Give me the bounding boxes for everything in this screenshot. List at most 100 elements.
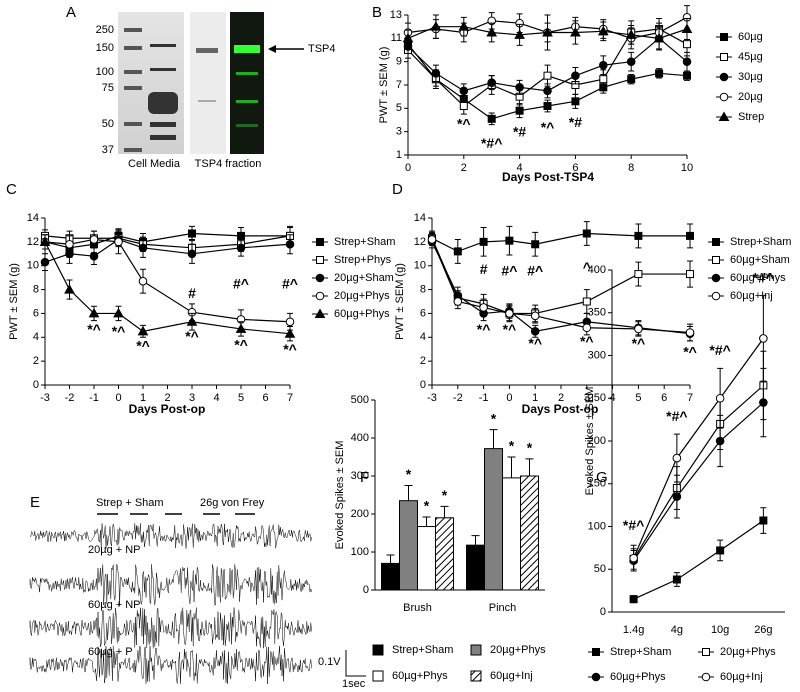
y-tick-label: 200 <box>588 435 606 447</box>
annotation: *#^ <box>481 135 502 151</box>
legend-label: 20µg+Phys <box>490 644 546 656</box>
data-point <box>486 26 498 37</box>
trace-label: 60µg + NP <box>88 599 141 611</box>
band-label: TSP4 <box>308 43 336 55</box>
y-tick-label: 0 <box>600 606 606 618</box>
panel-label: A <box>66 4 76 21</box>
panel-label: E <box>30 494 40 511</box>
legend-label: 60µg+Phys <box>730 272 786 284</box>
error-bar <box>422 516 431 527</box>
marker-label: 37 <box>102 144 114 156</box>
y-tick-label: 100 <box>351 546 369 558</box>
series-line <box>633 384 764 560</box>
x-tick-label: 0 <box>405 162 411 174</box>
data-point <box>629 553 638 563</box>
legend-symbol <box>711 291 721 301</box>
y-axis-label: Evoked Spikes ± SEM <box>334 441 346 550</box>
legend-label: Strep+Sham <box>334 236 395 248</box>
data-point <box>683 40 691 49</box>
series-line <box>44 232 290 249</box>
legend-symbol <box>702 648 710 656</box>
legend-label: 20µg+Sham <box>334 272 394 284</box>
data-point <box>40 257 50 267</box>
annotation: #^ <box>527 262 543 278</box>
y-axis-label: PWT ± SEM (g) <box>8 263 20 340</box>
legend-label: 60µg+Inj <box>720 671 763 683</box>
legend-label: Strep+Sham <box>610 646 671 658</box>
bar-label: * <box>424 498 430 514</box>
x-tick-label: 7 <box>687 392 693 404</box>
bar-label: * <box>509 438 515 454</box>
annotation: *^ <box>683 343 697 359</box>
series-line <box>44 235 291 249</box>
data-point <box>759 516 768 525</box>
y-tick-label: 10 <box>414 260 426 272</box>
data-point <box>65 239 74 249</box>
y-tick-label: 14 <box>414 212 426 224</box>
annotation: *^ <box>580 333 594 349</box>
panel-label: C <box>6 181 17 198</box>
data-point <box>653 32 665 43</box>
legend-label: 20µg+Phys <box>334 290 390 302</box>
annotation: *#^ <box>753 269 774 285</box>
data-point <box>430 21 442 31</box>
legend-symbol <box>712 238 720 246</box>
y-tick-label: 8 <box>33 283 39 295</box>
data-point <box>634 324 643 334</box>
data-point <box>682 57 692 66</box>
y-tick-label: 4 <box>33 331 39 343</box>
data-point <box>515 106 524 115</box>
data-point <box>453 247 462 256</box>
x-tick-label: 2 <box>164 392 170 404</box>
data-point <box>634 231 643 240</box>
data-point <box>542 26 553 37</box>
x-axis-label: Days Post-TSP4 <box>502 170 594 184</box>
legend-label: Strep+Sham <box>730 236 791 248</box>
legend-label: 60µg+Sham <box>730 254 790 266</box>
bar-label: * <box>527 440 533 456</box>
y-tick-label: 150 <box>588 478 606 490</box>
annotation: ^ <box>583 259 591 275</box>
data-point <box>138 276 148 286</box>
annotation: *^ <box>503 321 517 337</box>
legend-symbol <box>720 53 728 61</box>
annotation: *#^ <box>709 342 730 358</box>
legend-symbol <box>316 238 324 246</box>
series-line <box>431 239 691 334</box>
annotation: *#^ <box>623 517 644 533</box>
x-tick-label: 5 <box>238 392 244 404</box>
x-tick-label: 10g <box>711 624 729 636</box>
legend-symbol <box>711 273 721 283</box>
legend-symbol <box>591 672 601 682</box>
data-point <box>672 492 682 501</box>
x-tick-label: -2 <box>65 392 75 404</box>
y-tick-label: 200 <box>351 508 369 520</box>
data-point <box>64 284 75 294</box>
fluor-bands <box>234 45 260 127</box>
trace <box>29 607 312 649</box>
x-tick-label: Pinch <box>489 602 517 614</box>
y-tick-label: 0 <box>420 379 426 391</box>
x-tick-label: 5 <box>635 392 641 404</box>
x-axis-label: Days Post-op <box>522 402 599 416</box>
error-bar <box>440 505 449 518</box>
annotation: *^ <box>283 341 297 357</box>
series-line <box>633 338 764 559</box>
panel-label: F <box>360 469 369 486</box>
data-point <box>186 316 198 326</box>
error-bar <box>507 456 516 478</box>
annotation: *^ <box>477 321 491 337</box>
data-point <box>655 69 664 78</box>
bar <box>466 544 485 591</box>
bar <box>435 517 454 591</box>
bar-label: * <box>491 410 497 426</box>
annotation: # <box>188 285 196 301</box>
y-tick-label: 350 <box>588 307 606 319</box>
panel-label: G <box>596 469 608 486</box>
marker-label: 150 <box>96 42 114 54</box>
data-point <box>681 23 693 33</box>
legend-label: 60µg+Phys <box>610 671 666 683</box>
legend-label: 30µg <box>738 71 763 83</box>
data-point <box>686 231 694 240</box>
legend-label: 60µg <box>738 31 763 43</box>
